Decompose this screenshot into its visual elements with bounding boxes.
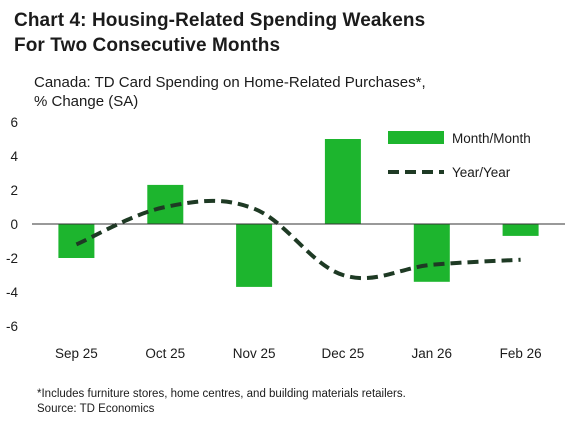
y-tick-label: 2 (10, 183, 18, 198)
x-tick-label: Dec 25 (322, 346, 365, 361)
y-tick-label: 0 (10, 217, 18, 232)
legend-bar-label: Month/Month (452, 131, 531, 146)
chart-subtitle-line-1: Canada: TD Card Spending on Home-Related… (34, 74, 426, 91)
x-tick-label: Feb 26 (500, 346, 542, 361)
x-tick-label: Nov 25 (233, 346, 276, 361)
chart-subtitle: Canada: TD Card Spending on Home-Related… (34, 73, 554, 111)
y-tick-label: 4 (10, 149, 18, 164)
footnote-text: *Includes furniture stores, home centres… (37, 388, 406, 400)
legend-line-label: Year/Year (452, 165, 511, 180)
y-tick-label: 6 (10, 115, 18, 130)
y-tick-label: -6 (6, 319, 18, 334)
x-tick-label: Sep 25 (55, 346, 98, 361)
bar-nov-25 (236, 224, 273, 287)
bar-jan-26 (413, 224, 450, 282)
axis-layer: -6 -4 -2 0 2 4 6 Sep 25 Oct 25 Nov 25 Dec 25 Jan 26… (6, 115, 565, 361)
chart-title-line-2: For Two Consecutive Months (14, 35, 281, 56)
chart-title: Chart 4: Housing-Related Spending Weaken… (14, 8, 554, 58)
bar-sep-25 (58, 224, 95, 258)
bar-dec-25 (324, 139, 361, 224)
chart-footnote: *Includes furniture stores, home centres… (37, 387, 567, 417)
x-tick-label: Jan 26 (412, 346, 453, 361)
legend-bar-swatch (388, 131, 444, 144)
chart-title-line-1: Chart 4: Housing-Related Spending Weaken… (14, 10, 426, 31)
x-tick-label: Oct 25 (145, 346, 185, 361)
bars-layer (58, 139, 539, 287)
line-year-over-year (75, 198, 521, 281)
y-tick-label: -2 (6, 251, 18, 266)
source-text: Source: TD Economics (37, 403, 155, 415)
line-layer (75, 198, 521, 281)
legend: Month/Month Year/Year (388, 131, 531, 180)
y-tick-label: -4 (6, 285, 18, 300)
chart-subtitle-line-2: % Change (SA) (34, 93, 139, 110)
bar-feb-26 (502, 224, 539, 236)
